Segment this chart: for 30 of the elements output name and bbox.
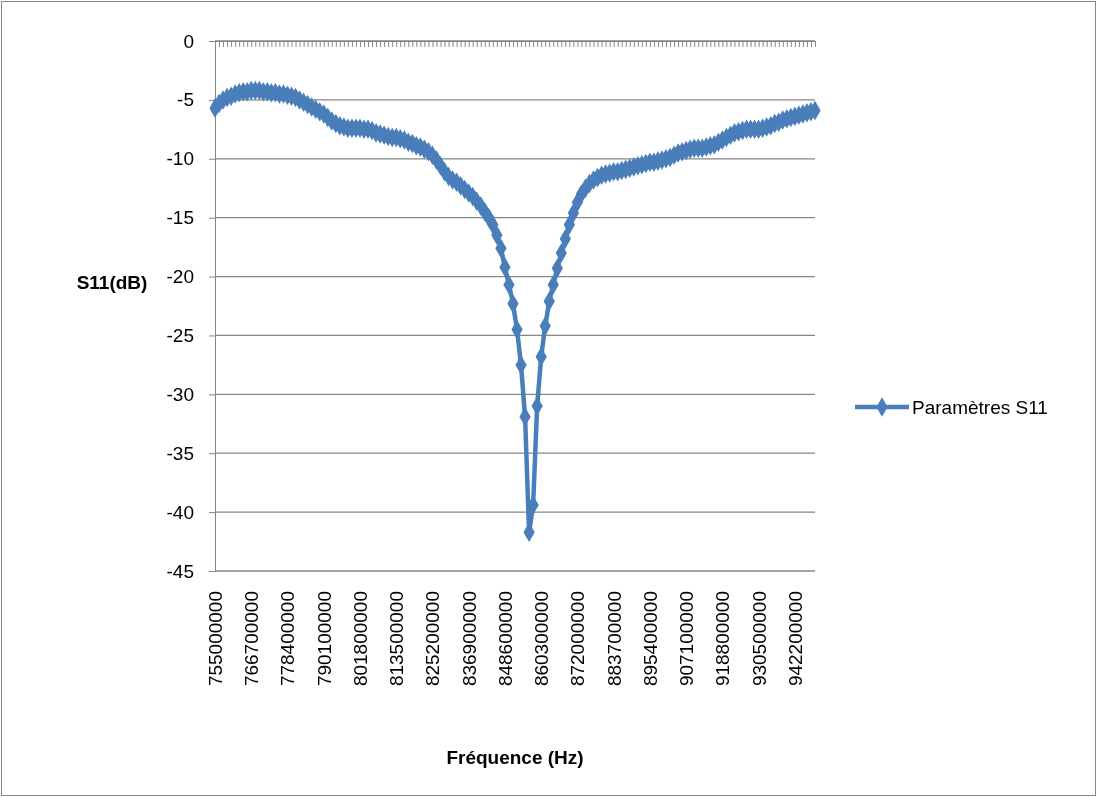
x-tick-label: 778400000: [277, 591, 299, 687]
y-tick-label: -35: [166, 442, 194, 464]
x-tick-label: 836900000: [458, 591, 480, 687]
x-tick-label: 790100000: [313, 591, 335, 687]
y-tick-label: -5: [177, 89, 194, 111]
x-tick-label: 860300000: [531, 591, 553, 687]
y-tick-label: -40: [166, 501, 194, 523]
x-tick-label: 918800000: [712, 591, 734, 687]
y-tick-label: -30: [166, 383, 194, 405]
x-tick-label: 872000000: [567, 591, 589, 687]
x-tick-label: 755000000: [205, 591, 226, 687]
x-tick-label: 895400000: [639, 591, 661, 687]
x-tick-label: 883700000: [603, 591, 625, 687]
legend-label: Paramètres S11: [912, 397, 1048, 418]
x-tick-label: 942200000: [784, 591, 806, 687]
y-tick-label: -20: [166, 266, 194, 288]
x-tick-label: 825200000: [422, 591, 444, 687]
x-axis-title: Fréquence (Hz): [446, 747, 584, 768]
x-tick-label: 801800000: [349, 591, 371, 687]
x-tick-label: 766700000: [241, 591, 263, 687]
y-tick-label: -10: [166, 148, 194, 170]
y-tick-label: -15: [166, 207, 194, 229]
y-tick-label: -25: [166, 325, 194, 347]
x-tick-label: 930500000: [748, 591, 770, 687]
x-tick-label: 813500000: [386, 591, 408, 687]
x-tick-label: 848600000: [494, 591, 516, 687]
y-tick-label: -45: [166, 560, 194, 582]
x-tick-label: 907100000: [676, 591, 698, 687]
y-axis-title: S11(dB): [76, 272, 148, 293]
y-tick-label: 0: [183, 30, 194, 52]
